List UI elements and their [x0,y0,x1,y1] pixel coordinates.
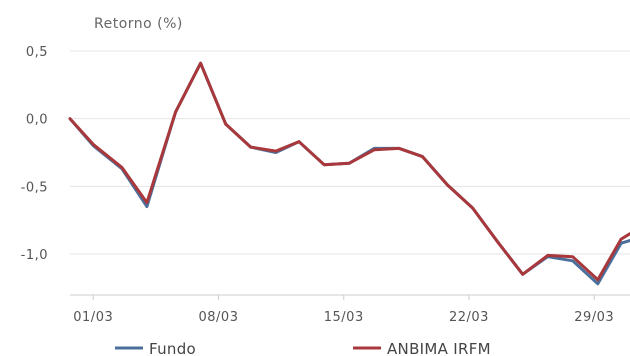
legend-label: Fundo [149,340,196,356]
legend-label: ANBIMA IRFM [387,340,491,356]
x-tick-label: 22/03 [449,310,489,325]
gridlines [70,50,630,255]
y-tick-label: -0,5 [21,180,48,195]
x-tick-label: 29/03 [574,310,614,325]
y-axis-title: Retorno (%) [94,16,183,32]
x-tick-label: 01/03 [73,310,113,325]
legend-item[interactable]: ANBIMA IRFM [353,340,491,356]
legend[interactable]: Fundo ANBIMA IRFM [115,340,491,356]
series-line-anbima-irfm [68,61,630,282]
series-lines [68,61,630,286]
y-tick-labels: 0,5 0,0 -0,5 -1,0 [21,45,48,263]
y-tick-label: 0,5 [26,45,48,60]
legend-item[interactable]: Fundo [115,340,196,356]
series-line-fundo [68,61,630,286]
y-tick-label: 0,0 [26,113,48,128]
x-tick-labels: 01/03 08/03 15/03 22/03 29/03 [73,295,614,325]
x-tick-label: 08/03 [199,310,239,325]
x-tick-label: 15/03 [324,310,364,325]
y-tick-label: -1,0 [21,248,48,263]
